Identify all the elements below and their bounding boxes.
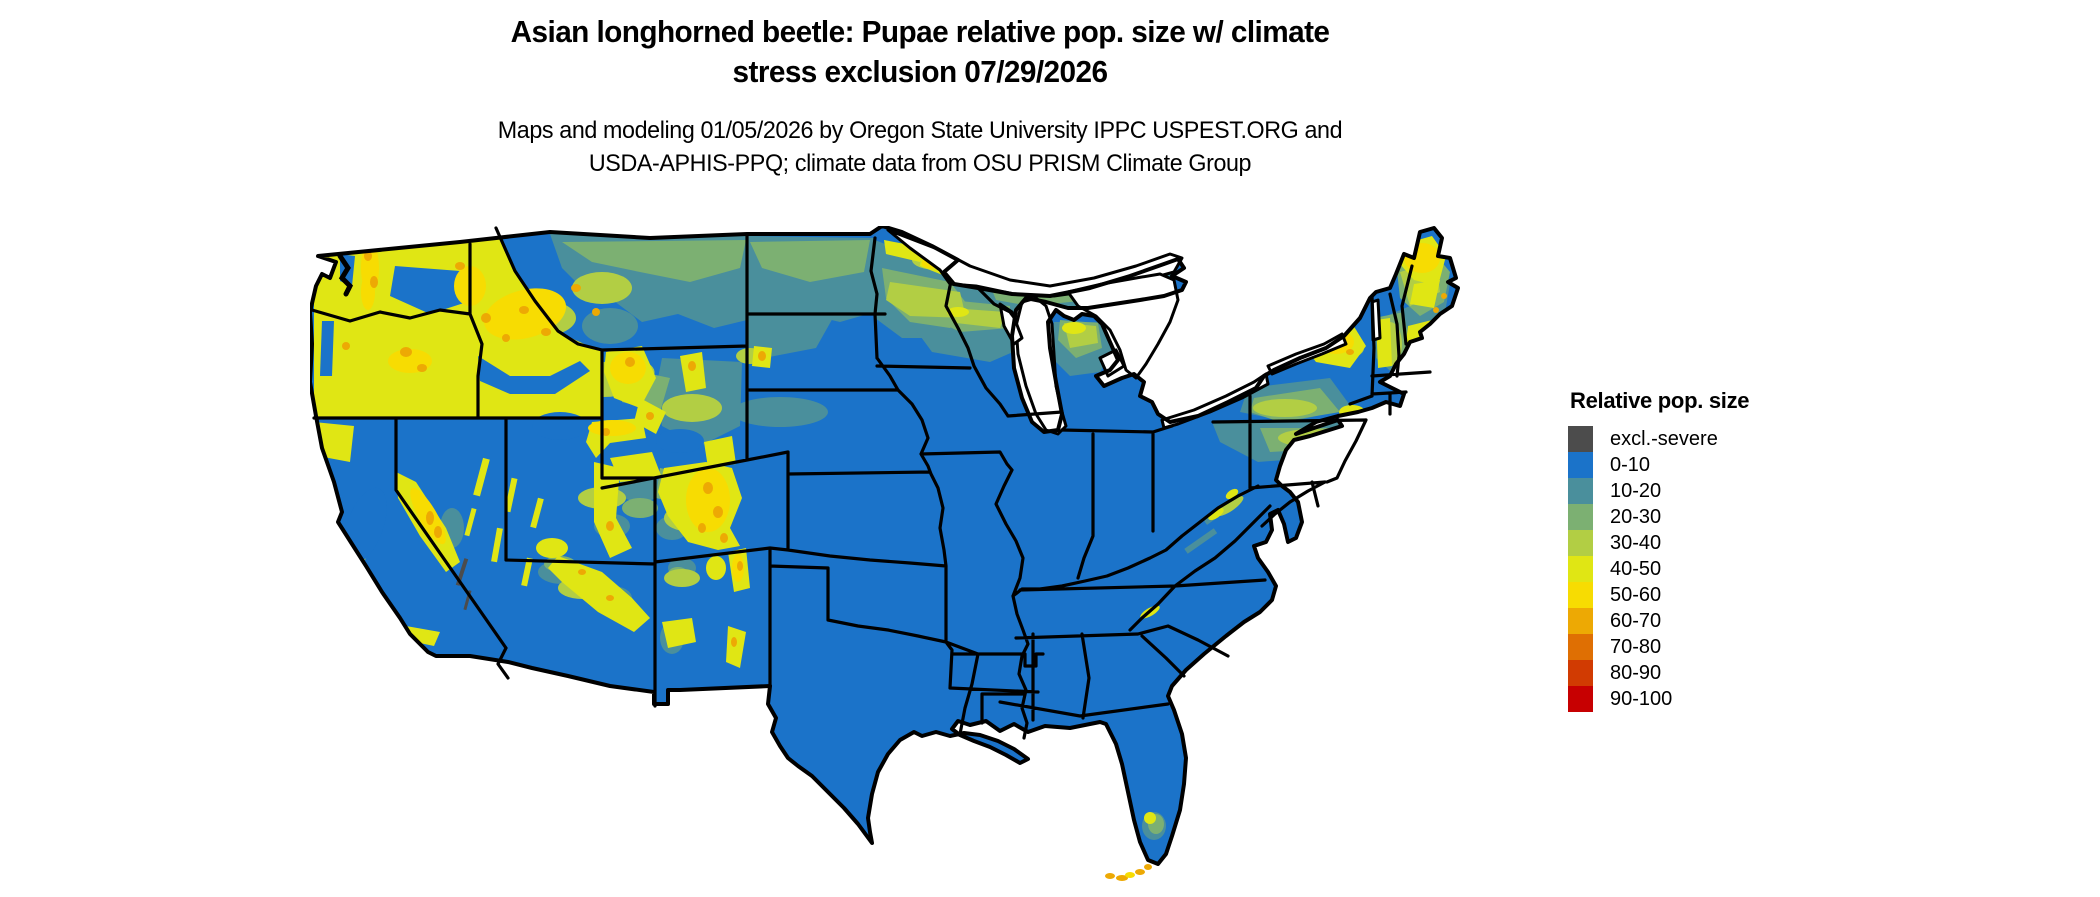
legend-color-swatch: [1568, 504, 1593, 530]
header: Asian longhorned beetle: Pupae relative …: [0, 12, 1840, 180]
lake-michigan: [1014, 296, 1068, 436]
legend-color-swatch: [1568, 608, 1593, 634]
legend-row: 80-90: [1568, 660, 1828, 686]
lake-superior: [886, 228, 1184, 298]
legend-color-swatch: [1568, 686, 1593, 712]
map-title-line1: Asian longhorned beetle: Pupae relative …: [510, 14, 1330, 49]
subtitle: Maps and modeling 01/05/2026 by Oregon S…: [0, 114, 1840, 180]
florida-keys-dots: [1105, 864, 1152, 881]
legend-color-swatch: [1568, 660, 1593, 686]
legend-label: 70-80: [1610, 635, 1662, 658]
great-lakes: [886, 228, 1382, 436]
map-subtitle-line1: Maps and modeling 01/05/2026 by Oregon S…: [497, 117, 1343, 144]
legend-row: 60-70: [1568, 608, 1828, 634]
legend-color-swatch: [1568, 452, 1593, 478]
legend-label: 40-50: [1610, 557, 1662, 580]
legend-label: 50-60: [1610, 583, 1662, 606]
map-title-line2: stress exclusion 07/29/2026: [732, 54, 1108, 89]
legend-label: 60-70: [1610, 609, 1662, 632]
legend-row: 50-60: [1568, 582, 1828, 608]
legend-color-swatch: [1568, 426, 1593, 452]
us-choropleth-map: [308, 224, 1460, 881]
legend-row: 10-20: [1568, 478, 1828, 504]
legend-label: 0-10: [1610, 453, 1651, 476]
legend-color-swatch: [1568, 556, 1593, 582]
state-borders: [310, 226, 1432, 740]
puget-sound: [337, 253, 354, 297]
legend-row: 70-80: [1568, 634, 1828, 660]
map-area: [308, 224, 1550, 892]
legend-row: 90-100: [1568, 686, 1828, 712]
legend-row: 0-10: [1568, 452, 1828, 478]
legend: Relative pop. size excl.-severe 0-10 10-…: [1568, 388, 1828, 712]
legend-label: 10-20: [1610, 479, 1662, 502]
map-subtitle-line2: USDA-APHIS-PPQ; climate data from OSU PR…: [588, 150, 1252, 177]
legend-row: 40-50: [1568, 556, 1828, 582]
legend-row: excl.-severe: [1568, 426, 1828, 452]
legend-color-swatch: [1568, 582, 1593, 608]
legend-rows: excl.-severe 0-10 10-20 20-30 30-40 40-5…: [1568, 426, 1828, 712]
legend-label: 90-100: [1610, 687, 1673, 710]
legend-label: 30-40: [1610, 531, 1662, 554]
legend-title: Relative pop. size: [1570, 388, 1750, 413]
legend-row: 20-30: [1568, 504, 1828, 530]
legend-label: 20-30: [1610, 505, 1662, 528]
legend-color-swatch: [1568, 478, 1593, 504]
legend-color-swatch: [1568, 634, 1593, 660]
legend-color-swatch: [1568, 530, 1593, 556]
legend-label: 80-90: [1610, 661, 1662, 684]
legend-row: 30-40: [1568, 530, 1828, 556]
legend-label: excl.-severe: [1610, 427, 1718, 450]
